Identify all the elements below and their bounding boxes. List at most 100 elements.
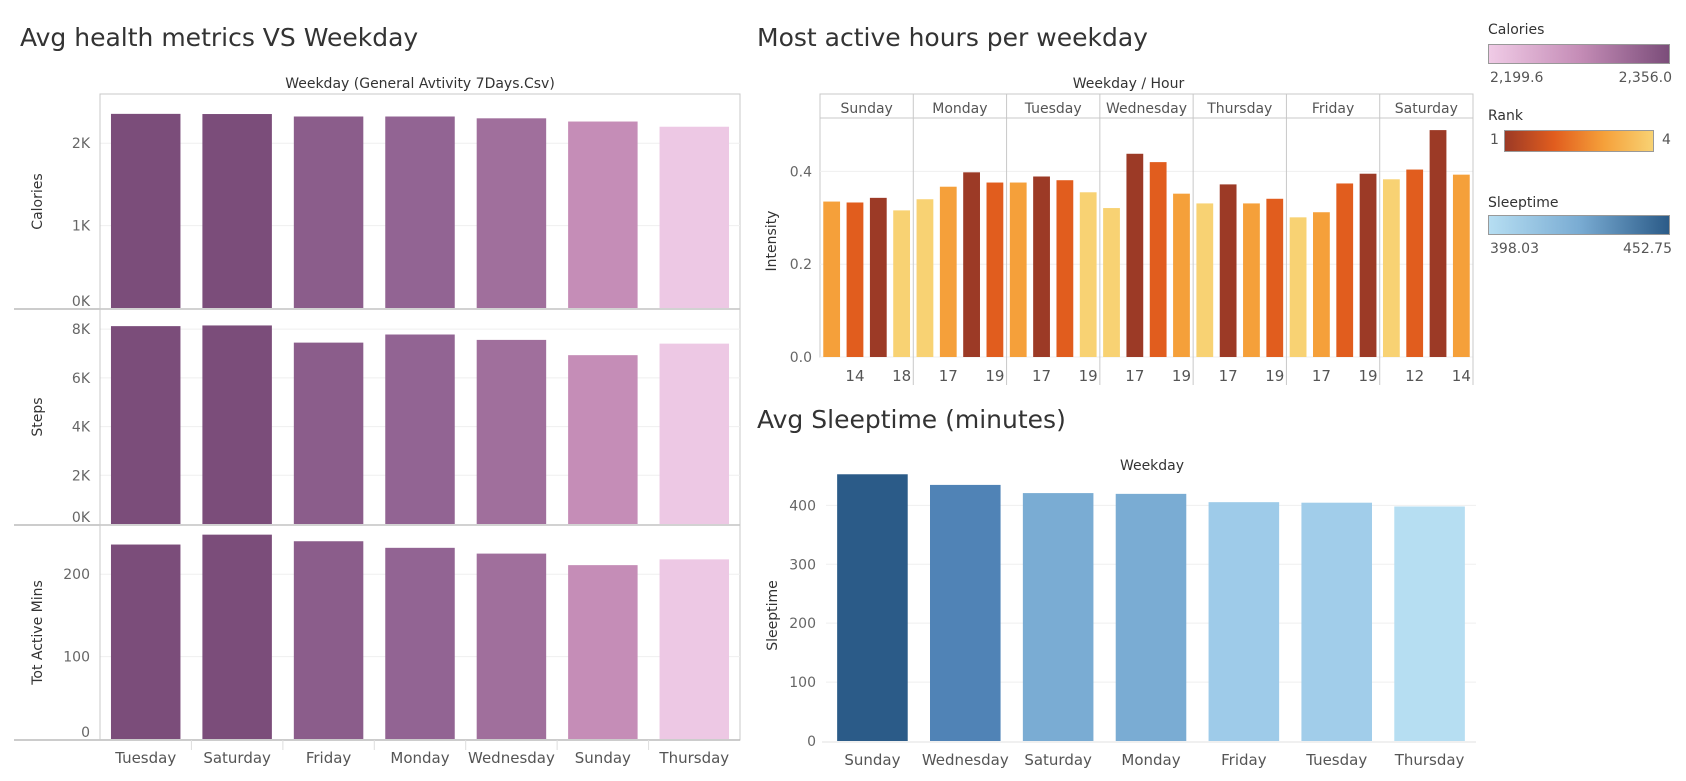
bar-thursday-0 (1196, 203, 1214, 357)
hour-tick-label: 12 (1405, 367, 1424, 385)
bar-wednesday-1 (1126, 153, 1144, 357)
rank-gradient (1504, 130, 1654, 152)
y-tick-label: 200 (63, 567, 90, 583)
weekday-header-label: Sunday (840, 101, 892, 117)
bar-sunday (568, 565, 638, 739)
x-category-label: Monday (1121, 751, 1180, 769)
x-category-label: Tuesday (114, 749, 176, 767)
bar-monday (385, 334, 455, 524)
bar-thursday (1394, 506, 1465, 741)
bar-monday (1115, 493, 1187, 741)
rank-legend-max: 4 (1662, 132, 1671, 148)
bar-saturday-0 (1382, 179, 1400, 357)
x-category-label: Tuesday (1305, 751, 1367, 769)
y-tick-label: 8K (72, 322, 91, 338)
bar-tuesday-3 (1079, 192, 1097, 357)
sleeptime-legend-min: 398.03 (1490, 241, 1539, 257)
bar-tuesday (110, 544, 181, 739)
x-category-label: Sunday (844, 751, 900, 769)
weekday-header-label: Saturday (1395, 101, 1458, 117)
bar-sunday-3 (893, 210, 911, 357)
hour-tick-label: 19 (985, 367, 1004, 385)
bar-sunday-1 (846, 202, 864, 357)
bar-thursday-1 (1219, 184, 1237, 357)
bar-sunday-2 (869, 197, 887, 357)
bar-wednesday (476, 339, 547, 524)
charts-canvas: Weekday (General Avtivity 7Days.Csv) 0K 1K… (14, 76, 1476, 769)
hour-tick-label: 17 (1125, 367, 1144, 385)
bar-friday-3 (1359, 173, 1377, 357)
active-hours-header: Weekday / Hour (1073, 76, 1185, 92)
bar-wednesday-2 (1149, 162, 1167, 357)
x-category-label: Thursday (658, 749, 729, 767)
bar-wednesday-3 (1173, 193, 1190, 357)
bar-friday (1208, 502, 1280, 741)
x-category-label: Sunday (575, 749, 631, 767)
bar-saturday (202, 325, 272, 524)
bar-tuesday-2 (1056, 180, 1074, 357)
bar-thursday-3 (1266, 198, 1284, 357)
y-axis-label: Tot Active Mins (30, 580, 46, 686)
y-tick-label: 0.2 (790, 257, 812, 273)
sleep-chart-title: Avg Sleeptime (minutes) (757, 405, 1066, 434)
y-tick-label: 0K (72, 294, 91, 310)
x-category-label: Friday (1221, 751, 1267, 769)
y-tick-label: 400 (789, 498, 816, 514)
y-tick-label: 300 (789, 557, 816, 573)
hour-tick-label: 19 (1172, 367, 1191, 385)
y-axis-label: Calories (30, 173, 46, 229)
bar-tuesday (110, 113, 181, 308)
bar-friday-2 (1336, 183, 1354, 357)
bar-monday (385, 116, 455, 308)
sleeptime-chart: Weekday 0 100 200 300 400 Sleeptime Sunday Wedne… (765, 458, 1476, 769)
hour-tick-label: 14 (845, 367, 864, 385)
bar-friday-0 (1289, 217, 1307, 357)
y-axis-label: Intensity (764, 211, 780, 272)
bar-sunday (568, 121, 638, 308)
bar-wednesday (476, 553, 547, 739)
bar-saturday-1 (1406, 169, 1424, 357)
y-tick-label: 0 (807, 734, 816, 750)
y-tick-label: 0.4 (790, 164, 812, 180)
bar-sunday (837, 474, 908, 741)
bar-monday-1 (939, 186, 957, 357)
bar-tuesday-0 (1009, 182, 1027, 357)
hour-tick-label: 19 (1359, 367, 1378, 385)
activity-chart-title: Most active hours per weekday (757, 23, 1148, 52)
calories-legend-max: 2,356.0 (1618, 70, 1672, 86)
bar-tuesday (110, 326, 181, 524)
bar-thursday-2 (1243, 203, 1260, 357)
bar-thursday (659, 343, 730, 524)
bar-monday-2 (963, 172, 980, 357)
y-tick-label: 6K (72, 371, 91, 387)
y-tick-label: 2K (72, 468, 91, 484)
bar-saturday-3 (1452, 174, 1470, 357)
rank-legend: Rank 1 4 (1488, 108, 1678, 158)
y-tick-label: 0K (72, 510, 91, 526)
calories-legend: Calories 2,199.6 2,356.0 (1488, 22, 1678, 92)
y-tick-label: 4K (72, 420, 91, 436)
bar-wednesday-0 (1103, 208, 1120, 357)
calories-legend-min: 2,199.6 (1490, 70, 1544, 86)
y-tick-label: 0 (81, 725, 90, 741)
rank-legend-min: 1 (1490, 132, 1499, 148)
hour-tick-label: 14 (1452, 367, 1471, 385)
hour-tick-label: 18 (892, 367, 911, 385)
bar-monday-0 (916, 199, 934, 357)
y-tick-label: 100 (63, 650, 90, 666)
bar-saturday (1022, 493, 1094, 741)
weekday-header-label: Monday (932, 101, 987, 117)
active-hours-chart: Weekday / Hour 0.0 0.2 0.4 Intensity Sunday 14… (764, 76, 1474, 385)
bar-monday-3 (986, 182, 1004, 357)
sleeptime-gradient (1488, 215, 1670, 235)
y-axis-label: Steps (30, 397, 46, 436)
sleeptime-legend: Sleeptime 398.03 452.75 (1488, 195, 1678, 265)
x-category-label: Saturday (203, 749, 271, 767)
bar-friday (293, 342, 364, 524)
weekday-header-label: Friday (1312, 101, 1354, 117)
weekday-header-label: Thursday (1206, 101, 1272, 117)
bar-saturday (202, 534, 272, 739)
x-category-label: Monday (390, 749, 449, 767)
bar-saturday (202, 114, 272, 309)
bar-sunday (568, 355, 638, 524)
